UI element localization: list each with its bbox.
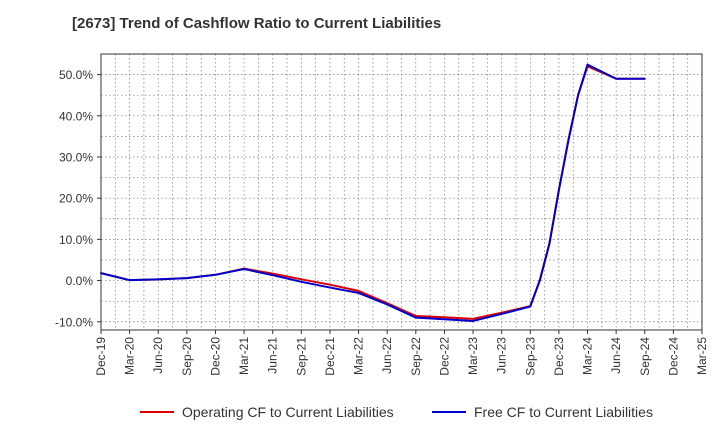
legend-item-operating-cf: Operating CF to Current Liabilities [140,404,394,420]
x-tick-label: Dec-19 [94,337,108,376]
y-tick-label: 50.0% [59,68,93,82]
x-tick-label: Jun-24 [609,337,623,374]
legend-label-operating-cf: Operating CF to Current Liabilities [182,404,394,420]
legend-swatch-operating-cf [140,411,174,413]
x-tick-label: Sep-20 [180,337,194,376]
x-tick-label: Jun-22 [380,337,394,374]
series-lines [100,63,646,322]
x-tick-label: Sep-22 [409,337,423,376]
x-tick-label: Mar-23 [466,337,480,375]
y-tick-label: -10.0% [55,315,93,329]
plot-frame [100,53,703,331]
x-tick-label: Mar-22 [352,337,366,375]
x-tick-label: Sep-24 [638,337,652,376]
x-tick-label: Dec-22 [437,337,451,376]
y-axis-ticks: -10.0% 0.0% 10.0% 20.0% 30.0% 40.0% 50.0% [55,68,101,329]
x-tick-label: Mar-21 [237,337,251,375]
x-axis-ticks: Dec-19 Mar-20 Jun-20 Sep-20 Dec-20 Mar-21 Jun-… [94,330,709,376]
x-tick-label: Sep-23 [523,337,537,376]
x-tick-label: Sep-21 [294,337,308,376]
y-tick-label: 20.0% [59,192,93,206]
legend-swatch-free-cf [432,411,466,413]
y-tick-label: 0.0% [66,274,94,288]
x-tick-label: Jun-21 [266,337,280,374]
x-tick-label: Dec-23 [552,337,566,376]
x-tick-label: Mar-24 [581,337,595,375]
legend-label-free-cf: Free CF to Current Liabilities [474,404,653,420]
legend: Operating CF to Current Liabilities Free… [0,404,720,426]
x-tick-label: Dec-20 [208,337,222,376]
x-tick-label: Jun-20 [151,337,165,374]
series-line-free-cf [100,63,646,322]
x-tick-label: Mar-25 [695,337,709,375]
x-tick-label: Mar-20 [123,337,137,375]
x-tick-label: Jun-23 [495,337,509,374]
y-tick-label: 40.0% [59,109,93,123]
y-tick-label: 30.0% [59,150,93,164]
legend-item-free-cf: Free CF to Current Liabilities [432,404,653,420]
grid-lines [101,54,702,330]
y-tick-label: 10.0% [59,233,93,247]
chart-title: [2673] Trend of Cashflow Ratio to Curren… [72,15,442,32]
x-tick-label: Dec-24 [666,337,680,376]
x-tick-label: Dec-21 [323,337,337,376]
